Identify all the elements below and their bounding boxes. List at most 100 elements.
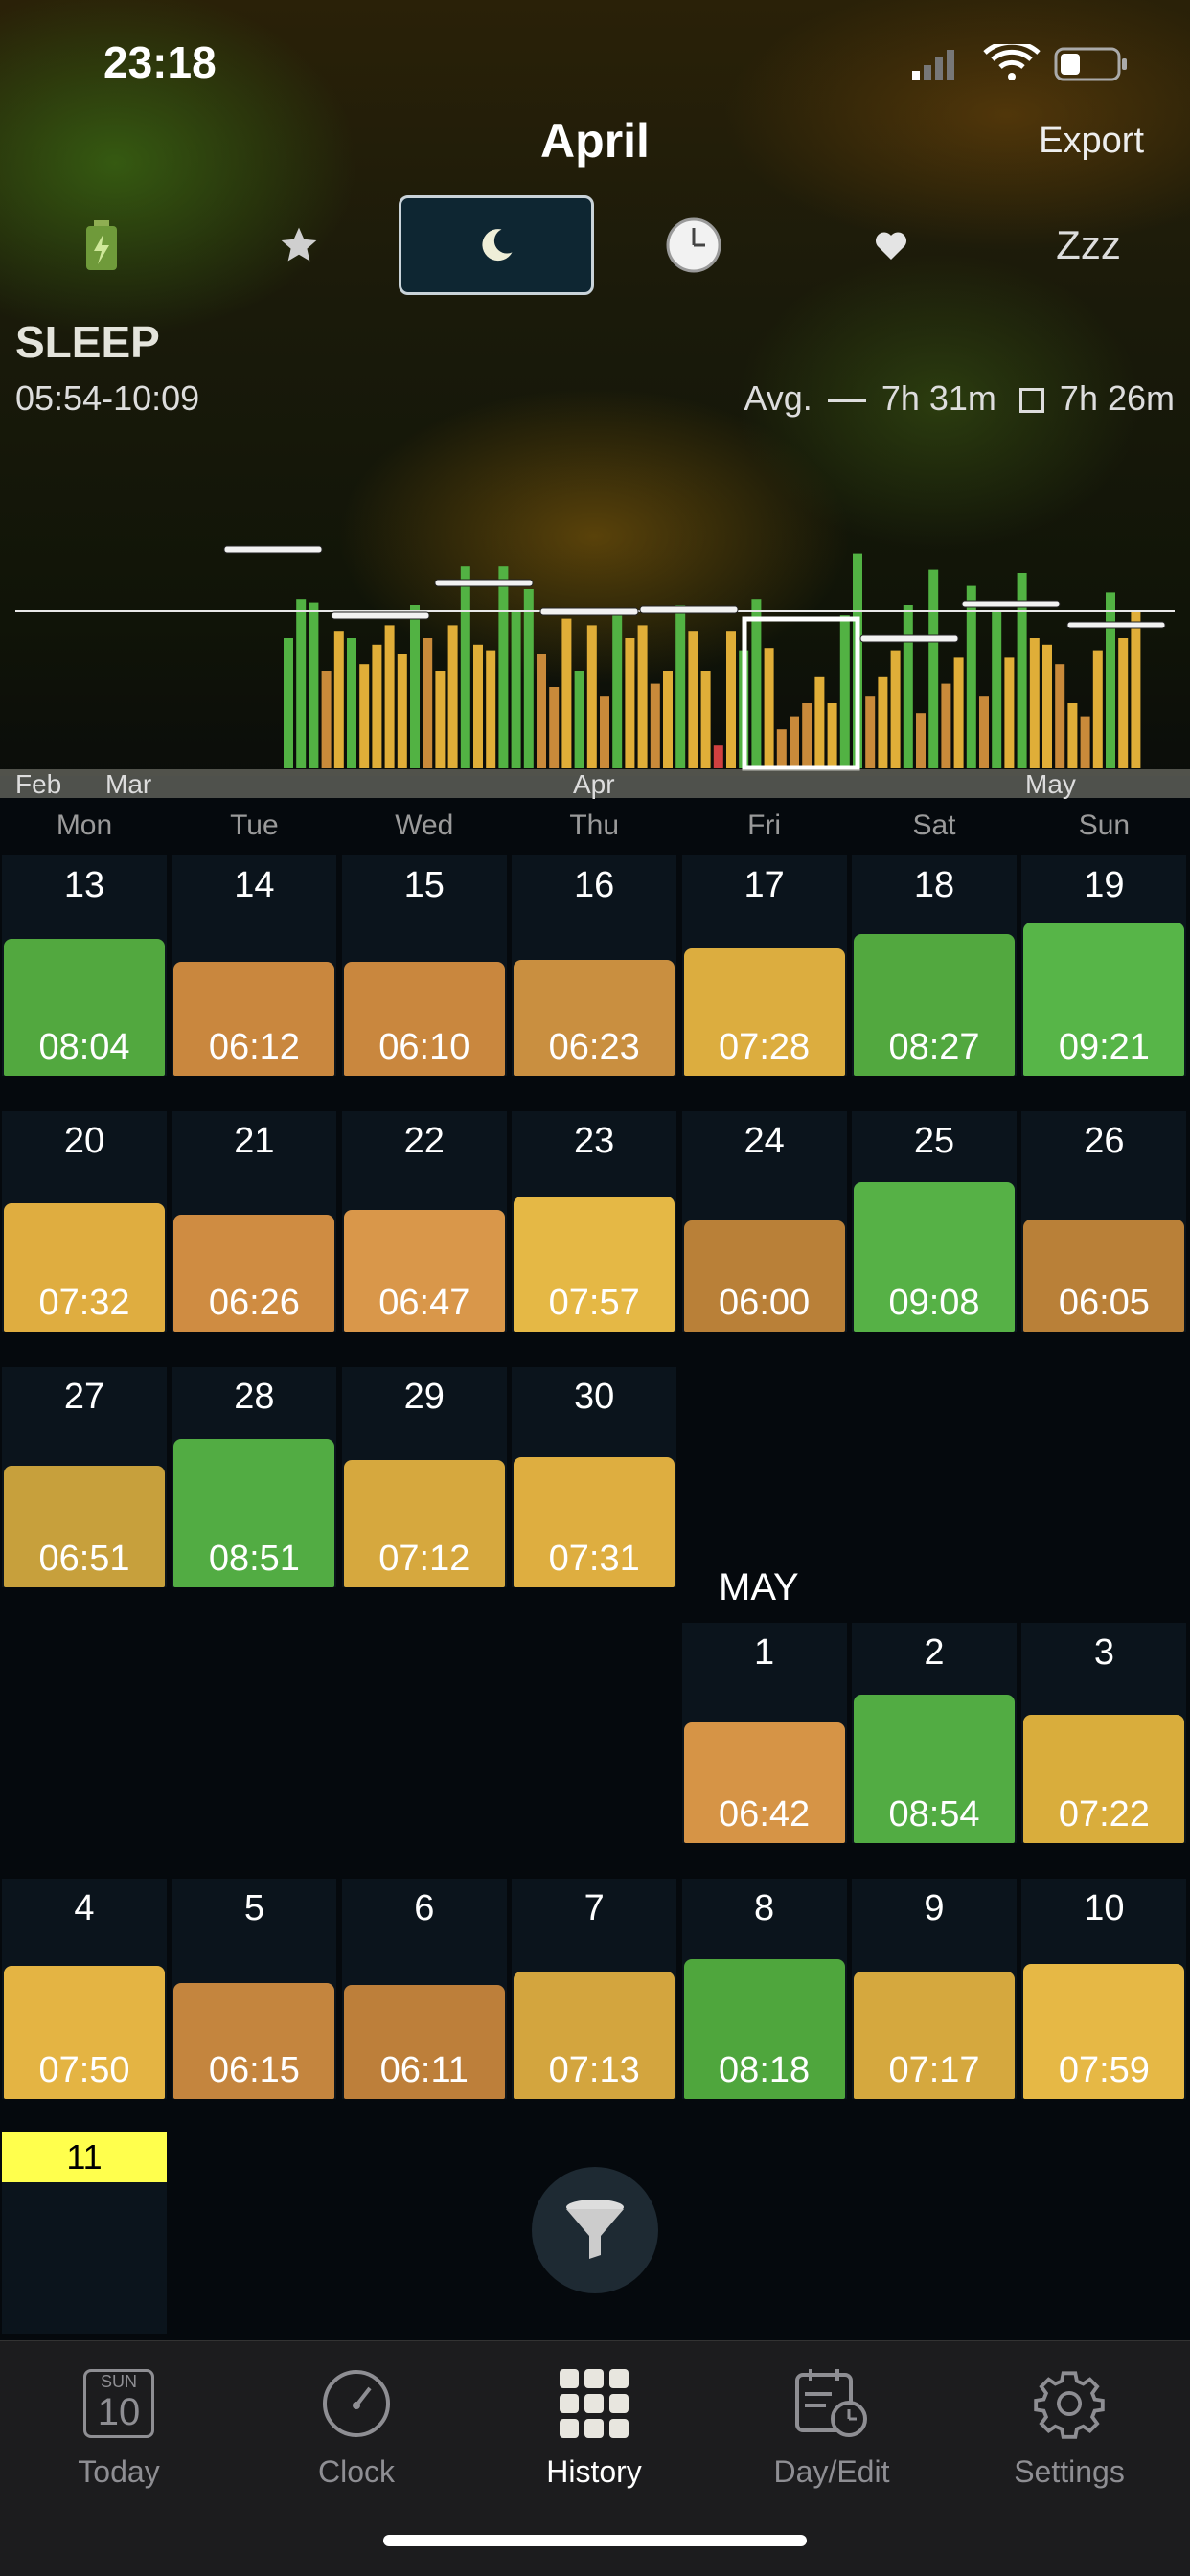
day-number: 24 [744,1121,785,1161]
day-cell[interactable]: 6 06:11 [341,1879,507,2099]
chart-selected-week [742,616,860,771]
day-cell[interactable]: 7 07:13 [512,1879,677,2099]
tab-sleep[interactable] [399,195,594,295]
today-dow: SUN [100,2372,137,2391]
today-date-number: 10 [97,2391,141,2433]
tabbar-clock[interactable]: Clock [238,2360,475,2504]
tabbar-today[interactable]: SUN 10 Today [0,2360,238,2504]
sleep-duration-label: 06:23 [548,1027,640,1067]
day-number: 28 [234,1377,275,1417]
day-cell[interactable]: 28 08:51 [172,1367,337,1587]
chart-bar [498,566,509,768]
tab-zzz[interactable]: Zzz [991,195,1186,295]
day-cell[interactable]: 18 08:27 [852,855,1017,1076]
chart-bar [397,654,407,768]
chart-bar [537,654,546,768]
avg-label: Avg. [744,378,812,418]
sleep-history-chart[interactable] [0,412,1190,771]
today-cell[interactable]: 11 [2,2132,167,2334]
tab-heart[interactable] [793,195,989,295]
day-cell[interactable]: 24 06:00 [681,1111,847,1332]
chart-week-average-marker [539,607,639,616]
day-cell[interactable]: 21 06:26 [172,1111,337,1332]
axis-label-may: May [1025,769,1076,799]
sleep-duration-bar [514,1972,675,2099]
day-cell[interactable]: 29 07:12 [341,1367,507,1587]
day-cell[interactable]: 23 07:57 [512,1111,677,1332]
chart-bar [1106,592,1115,768]
sleep-duration-label: 09:08 [888,1283,980,1323]
gauge-icon [323,2370,390,2437]
chart-bar [814,676,825,768]
day-number: 1 [754,1632,775,1673]
chart-bar [650,683,660,768]
filter-button[interactable] [532,2167,658,2293]
month-label-may: MAY [719,1566,799,1608]
day-cell[interactable]: 14 06:12 [172,855,337,1076]
day-cell[interactable]: 26 06:05 [1021,1111,1187,1332]
day-cell[interactable]: 2 08:54 [852,1623,1017,1843]
day-cell[interactable]: 9 07:17 [852,1879,1017,2099]
day-cell[interactable]: 17 07:28 [681,855,847,1076]
day-cell[interactable]: 10 07:59 [1021,1879,1187,2099]
tab-star[interactable] [201,195,397,295]
sleep-duration-bar [514,1196,675,1332]
day-cell[interactable]: 30 07:31 [512,1367,677,1587]
sleep-duration-bar [854,1695,1015,1843]
status-icons [910,39,1131,82]
day-cell[interactable]: 27 06:51 [2,1367,167,1587]
chart-bar [713,745,723,768]
chart-bar [751,599,762,768]
chart-bar [523,589,534,768]
day-cell[interactable]: 13 08:04 [2,855,167,1076]
chart-bar [941,683,951,768]
chart-bar [511,611,521,768]
day-cell[interactable]: 8 08:18 [681,1879,847,2099]
sleep-duration-label: 06:47 [378,1283,470,1323]
sleep-duration-label: 07:32 [38,1283,130,1323]
day-number: 15 [403,865,445,905]
day-number: 29 [403,1377,445,1417]
day-cell[interactable]: 16 06:23 [512,855,677,1076]
avg-line-value: 7h 31m [881,378,996,418]
tabbar-label: History [546,2454,642,2489]
day-cell[interactable]: 22 06:47 [341,1111,507,1332]
sleep-duration-label: 06:12 [208,1027,300,1067]
day-cell[interactable]: 3 07:22 [1021,1623,1187,1843]
chart-bar [284,638,293,768]
tab-battery[interactable] [4,195,199,295]
sleep-duration-bar [1023,1963,1185,2099]
zzz-label: Zzz [1056,222,1121,267]
home-indicator [383,2535,807,2546]
sleep-duration-bar [1023,923,1185,1076]
chart-bar [372,644,382,768]
day-cell[interactable]: 20 07:32 [2,1111,167,1332]
day-number: 13 [63,865,105,905]
day-cell[interactable]: 19 09:21 [1021,855,1187,1076]
day-cell[interactable]: 15 06:10 [341,855,507,1076]
day-cell[interactable]: 25 09:08 [852,1111,1017,1332]
metric-tabs: Zzz [0,192,1190,299]
day-cell[interactable]: 1 06:42 [681,1623,847,1843]
chart-bar [1131,611,1141,768]
chart-bar [637,625,648,768]
chart-bar [384,625,395,768]
day-cell[interactable]: 4 07:50 [2,1879,167,2099]
day-number: 9 [924,1888,945,1928]
tab-clock[interactable] [596,195,791,295]
tabbar-history[interactable]: History [475,2360,713,2504]
chart-bar [296,599,307,768]
sleep-duration-bar [1023,1714,1185,1843]
sleep-duration-bar [343,1985,505,2099]
export-button[interactable]: Export [1039,121,1144,161]
sleep-duration-bar [1023,1219,1185,1332]
section-title: SLEEP [15,317,160,367]
tabbar-settings[interactable]: Settings [950,2360,1188,2504]
day-cell[interactable]: 5 06:15 [172,1879,337,2099]
sleep-duration-bar [854,934,1015,1076]
chart-bar [953,657,964,768]
chart-week-average-marker [331,611,430,620]
tabbar-day-edit[interactable]: Day/Edit [713,2360,950,2504]
axis-label-mar: Mar [105,769,152,799]
sleep-duration-label: 06:42 [719,1794,811,1835]
